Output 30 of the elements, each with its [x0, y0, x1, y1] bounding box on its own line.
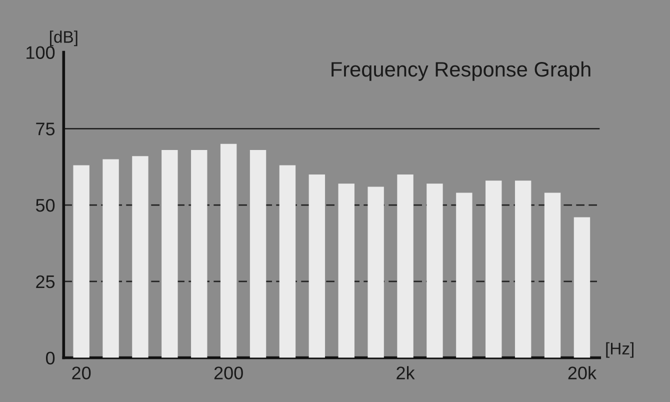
- y-tick-label: 75: [36, 122, 55, 136]
- bar: [368, 186, 384, 358]
- bar: [397, 174, 414, 358]
- y-tick-label: 100: [26, 46, 55, 59]
- bar: [486, 180, 502, 358]
- bar: [73, 165, 90, 358]
- bar: [162, 150, 178, 358]
- x-tick-label: 20k: [568, 366, 597, 380]
- bar: [456, 192, 472, 358]
- x-axis-title: [Hz]: [606, 342, 634, 358]
- bar: [191, 150, 208, 358]
- bar: [574, 217, 590, 358]
- chart-title: Frequency Response Graph: [332, 61, 590, 81]
- x-tick-label: 2k: [396, 366, 415, 380]
- y-axis-title: [dB]: [50, 30, 78, 46]
- y-tick-label: 0: [46, 352, 55, 364]
- x-tick-label: 20: [72, 366, 91, 380]
- y-tick-label: 25: [36, 275, 55, 288]
- bar: [308, 174, 326, 358]
- x-tick-label: 200: [214, 366, 243, 380]
- bar: [279, 165, 296, 358]
- bar: [102, 159, 119, 358]
- bar: [132, 156, 148, 358]
- bar: [426, 184, 443, 358]
- bar: [250, 150, 266, 358]
- bar: [338, 184, 354, 358]
- bar: [544, 192, 561, 358]
- bar: [514, 180, 532, 358]
- bar: [220, 144, 237, 358]
- y-tick-label: 50: [36, 198, 55, 212]
